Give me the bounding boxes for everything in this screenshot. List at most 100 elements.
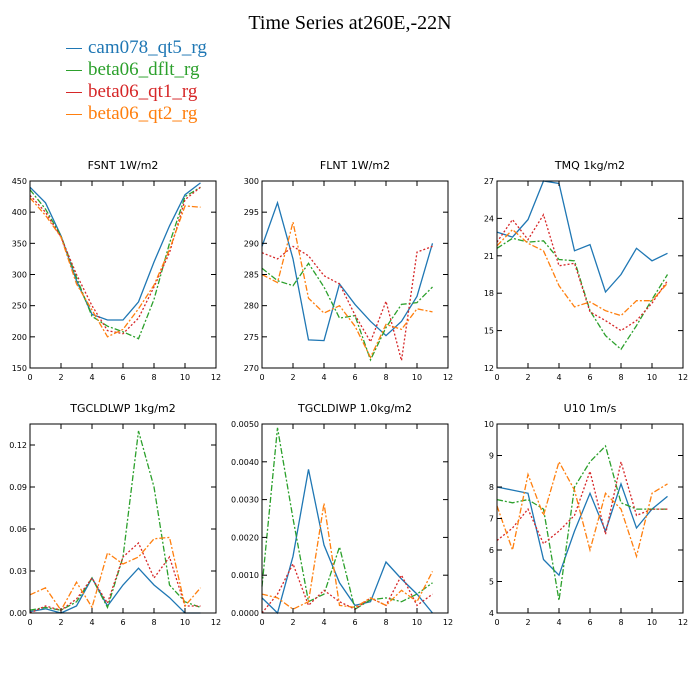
x-tick-label: 4: [556, 373, 561, 382]
y-tick-label: 350: [12, 239, 27, 248]
series-line: [29, 536, 201, 612]
x-tick-label: 12: [443, 373, 453, 382]
series-line: [496, 461, 668, 545]
y-tick-label: 200: [12, 333, 27, 342]
x-tick-label: 4: [556, 618, 561, 627]
plot-frame: [261, 423, 449, 614]
chart-title: TGCLDIWP 1.0kg/m2: [297, 402, 412, 415]
x-tick-label: 8: [383, 618, 388, 627]
y-tick-label: 150: [12, 364, 27, 373]
series-line: [496, 228, 668, 317]
legend-label: beta06_dflt_rg: [88, 59, 200, 80]
x-tick-label: 2: [290, 618, 295, 627]
x-tick-label: 12: [211, 373, 221, 382]
chart-panel: FLNT 1W/m2 0 2 4 6 8 10 12 270 275 280 285 290 295 300: [244, 159, 453, 382]
plot-frame: [29, 180, 217, 369]
legend-swatch: [66, 70, 82, 71]
x-tick-label: 2: [290, 373, 295, 382]
series-line: [261, 245, 433, 361]
y-tick-label: 0.12: [9, 441, 27, 450]
series-line: [496, 180, 668, 294]
y-tick-label: 18: [484, 289, 494, 298]
x-tick-label: 0: [27, 373, 32, 382]
series-line: [496, 444, 668, 601]
y-tick-label: 0.0020: [231, 533, 259, 542]
y-tick-label: 400: [12, 208, 27, 217]
chart-panel: TGCLDIWP 1.0kg/m2 0 2 4 6 8 10 12 0.0000 0.0010 0.…: [231, 402, 453, 627]
x-tick-label: 12: [678, 618, 688, 627]
x-tick-label: 10: [412, 373, 422, 382]
y-tick-label: 290: [244, 239, 259, 248]
chart-title: U10 1m/s: [564, 402, 617, 415]
chart-title: TMQ 1kg/m2: [554, 159, 625, 172]
series-line: [261, 221, 433, 359]
x-tick-label: 8: [618, 618, 623, 627]
x-tick-label: 2: [525, 373, 530, 382]
legend-label: beta06_qt1_rg: [88, 81, 198, 102]
x-tick-label: 10: [647, 618, 657, 627]
x-tick-label: 6: [352, 618, 357, 627]
legend-swatch: [66, 48, 82, 49]
x-tick-label: 0: [494, 373, 499, 382]
legend-swatch: [66, 114, 82, 115]
chart-panel: U10 1m/s 0 2 4 6 8 10 12 4 5 6 7 8 9 10: [484, 402, 688, 627]
x-tick-label: 0: [259, 373, 264, 382]
series-line: [496, 213, 669, 332]
x-tick-label: 6: [352, 373, 357, 382]
x-tick-label: 8: [618, 373, 623, 382]
series-line: [261, 562, 433, 614]
x-tick-label: 12: [678, 373, 688, 382]
x-tick-label: 2: [58, 618, 63, 627]
figure-title: Time Series at260E,-22N: [248, 12, 452, 34]
y-tick-label: 21: [484, 252, 494, 261]
plot-frame: [496, 423, 684, 614]
x-tick-label: 4: [321, 373, 326, 382]
y-tick-label: 450: [12, 177, 27, 186]
x-tick-label: 4: [89, 373, 94, 382]
x-tick-label: 4: [89, 618, 94, 627]
y-tick-label: 0.09: [9, 483, 27, 492]
x-tick-label: 8: [151, 373, 156, 382]
x-tick-label: 6: [587, 618, 592, 627]
y-tick-label: 300: [12, 271, 27, 280]
x-tick-label: 12: [211, 618, 221, 627]
x-tick-label: 6: [587, 373, 592, 382]
chart-title: FLNT 1W/m2: [320, 159, 390, 172]
chart-panel: FSNT 1W/m2 0 2 4 6 8 10 12 150 200 250 300 350 400 450: [12, 159, 221, 382]
series-line: [29, 541, 201, 614]
x-tick-label: 8: [151, 618, 156, 627]
y-tick-label: 250: [12, 302, 27, 311]
legend-swatch: [66, 92, 82, 93]
x-tick-label: 12: [443, 618, 453, 627]
x-tick-label: 10: [180, 618, 190, 627]
legend-label: beta06_qt2_rg: [88, 103, 198, 124]
y-tick-label: 0.0040: [231, 458, 259, 467]
x-tick-label: 10: [647, 373, 657, 382]
x-tick-label: 6: [120, 618, 125, 627]
chart-title: TGCLDLWP 1kg/m2: [69, 402, 175, 415]
series-line: [29, 567, 201, 614]
x-tick-label: 8: [383, 373, 388, 382]
y-tick-label: 10: [484, 420, 494, 429]
y-tick-label: 0.03: [9, 567, 27, 576]
y-tick-label: 285: [244, 271, 259, 280]
y-tick-label: 12: [484, 364, 494, 373]
x-tick-label: 4: [321, 618, 326, 627]
chart-title: FSNT 1W/m2: [88, 159, 159, 172]
y-tick-label: 280: [244, 302, 259, 311]
y-tick-label: 0.0030: [231, 496, 259, 505]
y-tick-label: 300: [244, 177, 259, 186]
series-line: [29, 186, 201, 340]
y-tick-label: 6: [489, 546, 494, 555]
series-line: [29, 197, 201, 338]
x-tick-label: 0: [259, 618, 264, 627]
chart-panel: TGCLDLWP 1kg/m2 0 2 4 6 8 10 12 0.00 0.03 0.06 0.09…: [9, 402, 221, 627]
series-line: [29, 186, 201, 335]
series-line: [496, 460, 668, 559]
y-tick-label: 8: [489, 483, 494, 492]
x-tick-label: 2: [525, 618, 530, 627]
y-tick-label: 270: [244, 364, 259, 373]
y-tick-label: 4: [489, 609, 494, 618]
